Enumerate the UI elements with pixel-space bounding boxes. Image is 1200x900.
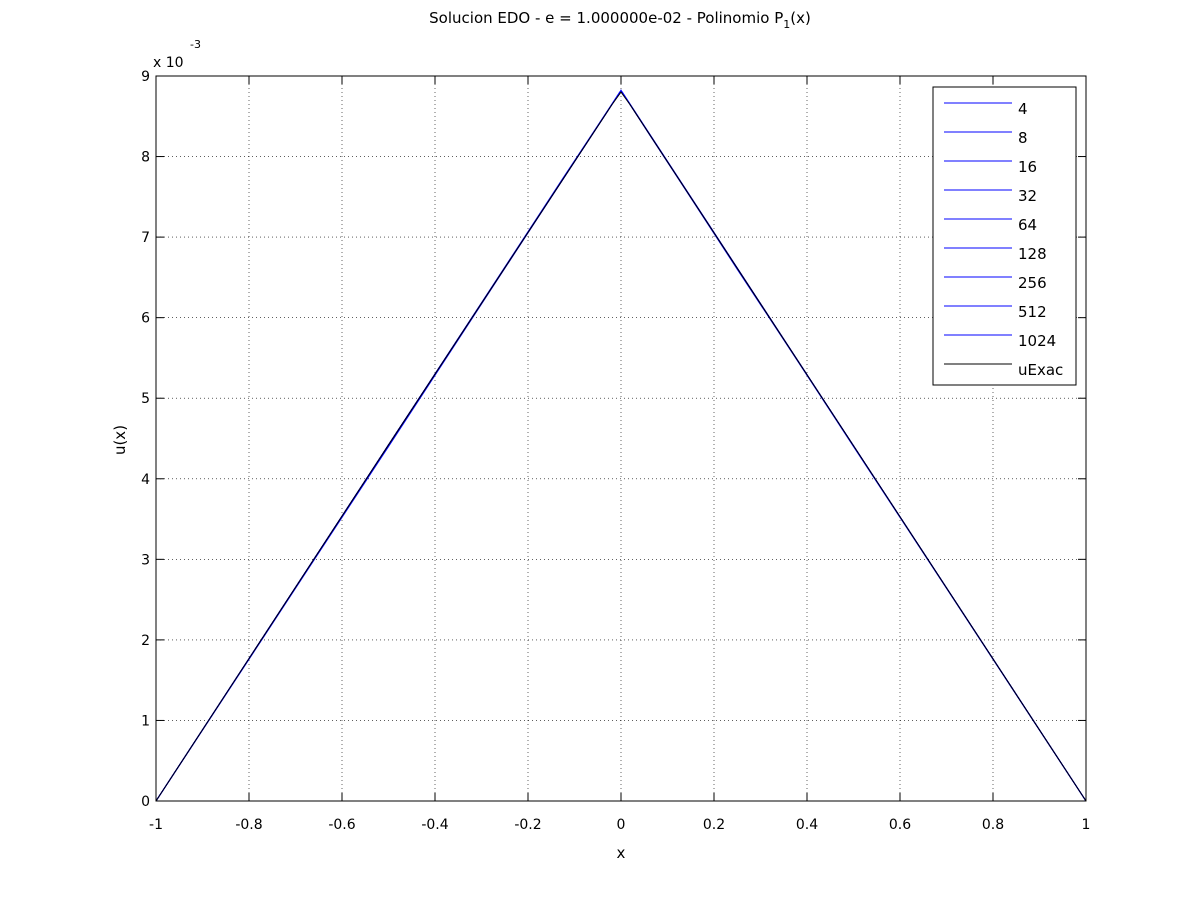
legend-label-256: 256 — [1018, 274, 1047, 292]
legend-label-128: 128 — [1018, 245, 1047, 263]
plot-series — [155, 89, 1087, 802]
legend-label-16: 16 — [1018, 158, 1037, 176]
legend-label-1024: 1024 — [1018, 332, 1056, 350]
x-tick-label: -0.4 — [421, 817, 448, 833]
y-tick-label: 7 — [141, 230, 150, 246]
x-tick-label: 0.6 — [889, 817, 911, 833]
legend-entries: 4 8 16 32 64 128 256 512 1024 uExac — [944, 100, 1063, 379]
y-axis-label: u(x) — [111, 425, 129, 455]
y-tick-label: 2 — [141, 633, 150, 649]
y-axis-multiplier-exponent: -3 — [190, 38, 201, 51]
x-tick-label: -0.2 — [514, 817, 541, 833]
y-tick-label: 0 — [141, 794, 150, 810]
chart-title-subscript: 1 — [783, 18, 790, 31]
x-tick-label: 0 — [617, 817, 626, 833]
legend-label-uExac: uExac — [1018, 361, 1063, 379]
legend-label-32: 32 — [1018, 187, 1037, 205]
legend-label-4: 4 — [1018, 100, 1028, 118]
x-tick-label: 0.4 — [796, 817, 818, 833]
y-axis-multiplier: x 10 -3 — [153, 38, 201, 71]
x-axis-ticks: -1 -0.8 -0.6 -0.4 -0.2 0 0.2 0.4 0.6 0.8 1 — [149, 76, 1090, 833]
legend-label-512: 512 — [1018, 303, 1047, 321]
x-tick-label: 1 — [1082, 817, 1091, 833]
y-axis-multiplier-base: x 10 — [153, 55, 184, 71]
x-axis-label: x — [617, 844, 626, 862]
y-tick-label: 5 — [141, 391, 150, 407]
chart-title-main: Solucion EDO - e = 1.000000e-02 - Polino… — [429, 9, 783, 27]
chart-title: Solucion EDO - e = 1.000000e-02 - Polino… — [429, 9, 811, 31]
y-tick-label: 8 — [141, 150, 150, 166]
x-tick-label: -1 — [149, 817, 163, 833]
x-tick-label: 0.2 — [703, 817, 725, 833]
y-tick-label: 3 — [141, 552, 150, 568]
chart-title-tail: (x) — [790, 9, 811, 27]
legend-label-64: 64 — [1018, 216, 1037, 234]
x-tick-label: -0.6 — [328, 817, 355, 833]
y-tick-label: 1 — [141, 713, 150, 729]
y-tick-label: 9 — [141, 69, 150, 85]
legend-label-8: 8 — [1018, 129, 1028, 147]
y-axis-ticks: 0 1 2 3 4 5 6 7 8 9 — [141, 69, 1086, 810]
legend: 4 8 16 32 64 128 256 512 1024 uExac — [932, 86, 1077, 386]
y-tick-label: 4 — [141, 472, 150, 488]
x-tick-label: -0.8 — [235, 817, 262, 833]
y-tick-label: 6 — [141, 311, 150, 327]
series-line-uExac — [155, 91, 1087, 802]
x-tick-label: 0.8 — [982, 817, 1004, 833]
